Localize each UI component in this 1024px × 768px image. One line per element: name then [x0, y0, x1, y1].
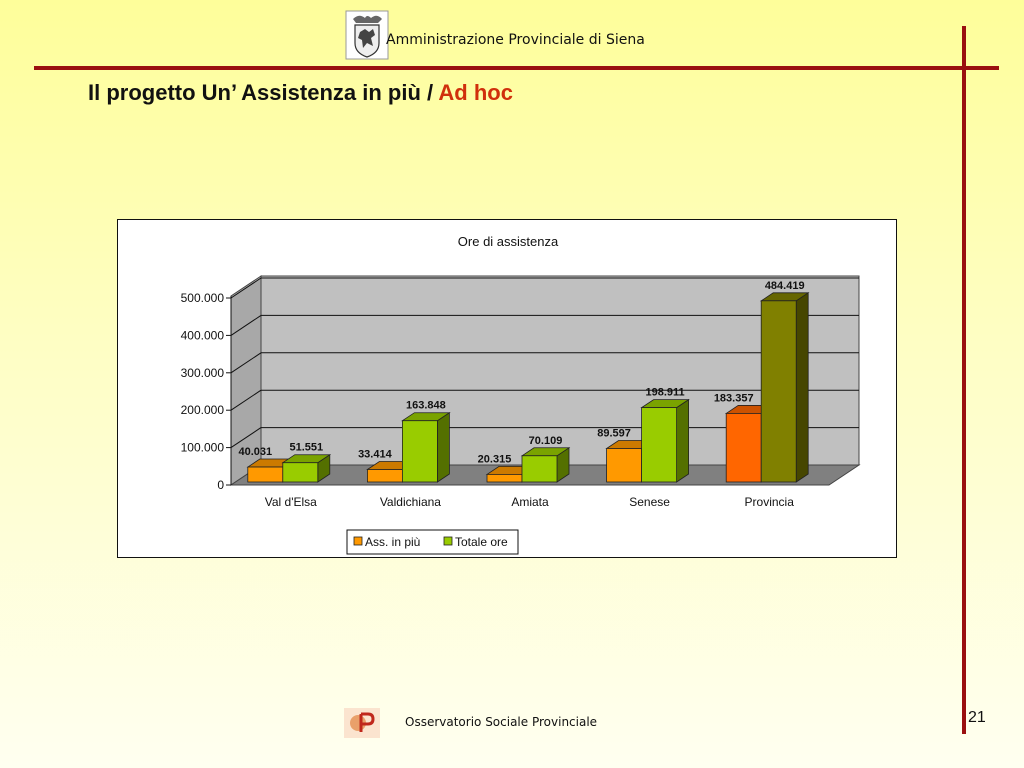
slide-title: Il progetto Un’ Assistenza in più / Ad h… [88, 80, 513, 106]
y-tick-label: 400.000 [181, 328, 225, 342]
page-number: 21 [968, 709, 986, 726]
slide-title-separator: / [420, 80, 439, 105]
legend-label: Ass. in più [365, 535, 420, 549]
y-tick-label: 300.000 [181, 366, 225, 380]
bar-chart: Ore di assistenza 0 100.000 200.000 300.000 4… [181, 234, 861, 555]
x-tick-label: Amiata [511, 495, 549, 509]
legend-box [346, 529, 519, 555]
gridline-side [230, 389, 262, 411]
bar-side [676, 398, 689, 483]
x-tick-label: Valdichiana [380, 495, 441, 509]
data-label: 163.848 [406, 400, 446, 412]
bar-side [795, 292, 809, 483]
data-label: 51.551 [289, 442, 323, 454]
legend-swatch [353, 536, 363, 546]
bar [247, 466, 284, 483]
data-label: 40.031 [238, 446, 272, 458]
gridline-side [230, 427, 262, 449]
data-label: 198.911 [646, 387, 685, 399]
organization-name: Amministrazione Provinciale di Siena [386, 32, 645, 48]
slide-title-main: Il progetto Un’ Assistenza in più [88, 80, 421, 105]
data-label: 183.357 [714, 392, 754, 404]
x-tick-label: Senese [629, 495, 670, 509]
y-tick-label: 100.000 [181, 441, 225, 455]
data-label: 89.597 [597, 427, 631, 439]
data-label: 484.419 [765, 280, 805, 292]
bar [641, 407, 677, 483]
data-label: 20.315 [478, 453, 512, 465]
slide-title-accent: Ad hoc [438, 80, 513, 105]
header-rule [34, 66, 999, 70]
bar [725, 413, 762, 483]
legend-swatch [443, 536, 453, 546]
province-crest-icon [345, 10, 389, 60]
y-tick-label: 500.000 [181, 291, 225, 305]
bar [521, 455, 558, 483]
bar [760, 300, 797, 483]
side-rule [962, 26, 966, 734]
osp-logo-icon [344, 708, 380, 738]
bar-side [436, 411, 450, 483]
bar [606, 448, 643, 483]
bar [366, 469, 403, 483]
legend-label: Totale ore [455, 535, 508, 549]
y-tick-label: 200.000 [181, 403, 225, 417]
footer-text: Osservatorio Sociale Provinciale [405, 715, 598, 729]
bar [282, 462, 319, 483]
gridline-side [230, 352, 262, 374]
y-tick-label: 0 [217, 478, 224, 492]
x-tick-label: Val d'Elsa [265, 495, 317, 509]
gridline-side [230, 314, 262, 336]
chart-container: Ore di assistenza 0 100.000 200.000 300.000 4… [117, 219, 897, 558]
bar [486, 474, 523, 483]
x-tick-label: Provincia [745, 495, 795, 509]
bar [401, 420, 438, 483]
gridline-side [230, 277, 262, 299]
data-label: 33.414 [358, 449, 393, 461]
data-label: 70.109 [529, 435, 563, 447]
chart-title: Ore di assistenza [458, 234, 559, 249]
